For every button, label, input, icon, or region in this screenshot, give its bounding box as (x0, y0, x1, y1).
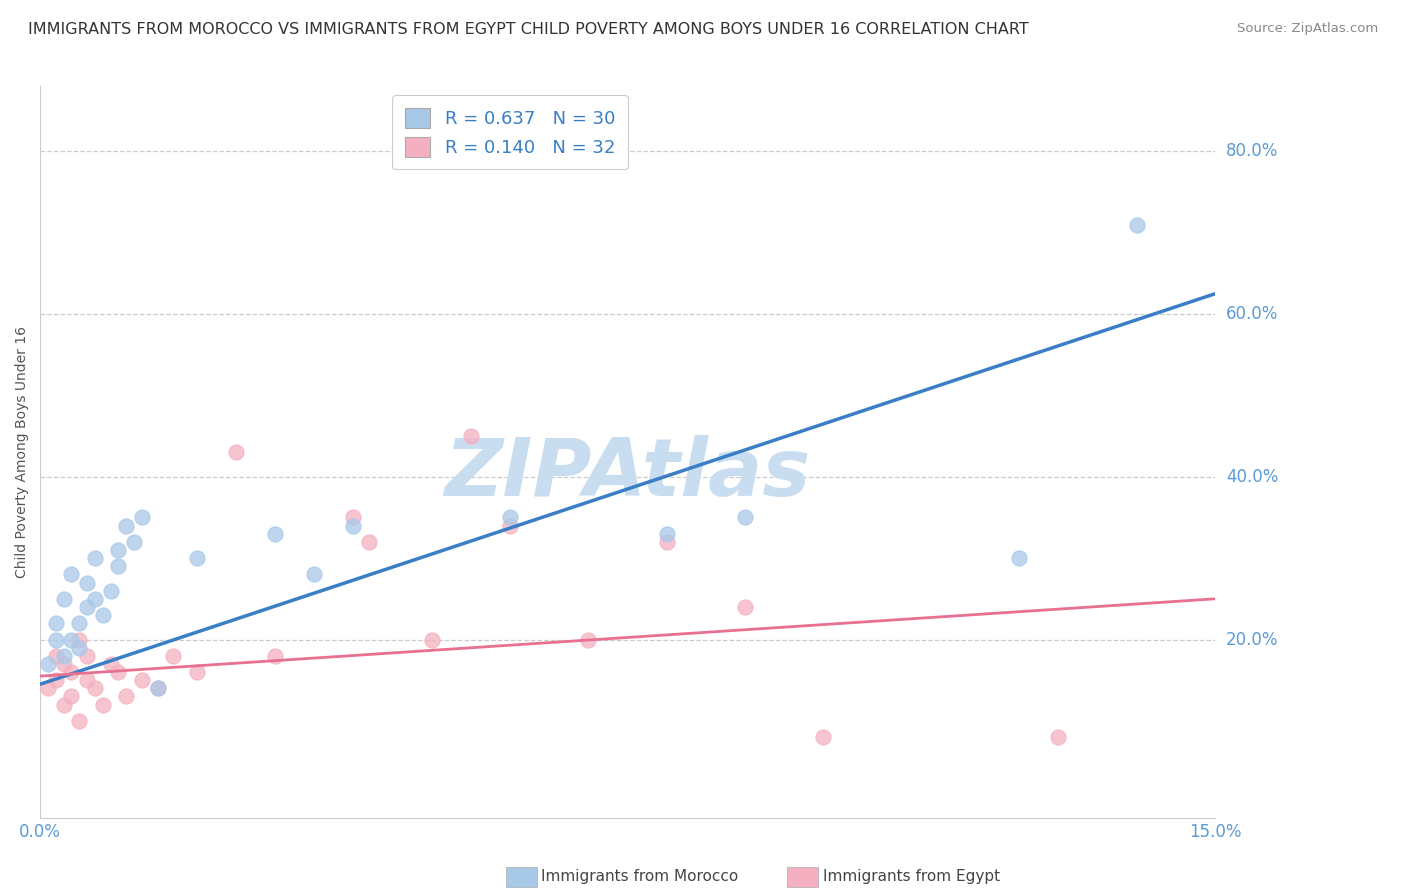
Point (67, 714, 90, 728)
Point (499, 510, 522, 524)
Text: ZIPAtlas: ZIPAtlas (444, 435, 811, 514)
Point (734, 510, 756, 524)
Legend: R = 0.637   N = 30, R = 0.140   N = 32: R = 0.637 N = 30, R = 0.140 N = 32 (392, 95, 627, 169)
Point (342, 510, 364, 524)
Point (460, 429, 482, 443)
Point (91, 608, 114, 623)
Point (60, 690, 83, 704)
Point (734, 599, 756, 614)
Point (84, 681, 107, 696)
Point (107, 665, 129, 679)
Text: Source: ZipAtlas.com: Source: ZipAtlas.com (1237, 22, 1378, 36)
Point (107, 559, 129, 574)
Point (60, 567, 83, 582)
Point (264, 648, 287, 663)
Text: IMMIGRANTS FROM MOROCCO VS IMMIGRANTS FROM EGYPT CHILD POVERTY AMONG BOYS UNDER : IMMIGRANTS FROM MOROCCO VS IMMIGRANTS FR… (28, 22, 1029, 37)
Point (37, 657, 59, 671)
Point (76, 673, 98, 688)
Point (45, 616, 67, 631)
Point (52, 657, 75, 671)
Point (499, 518, 522, 533)
Point (655, 534, 678, 549)
Text: 40.0%: 40.0% (1226, 467, 1278, 486)
Point (60, 665, 83, 679)
Point (225, 445, 247, 459)
Y-axis label: Child Poverty Among Boys Under 16: Child Poverty Among Boys Under 16 (15, 326, 30, 578)
Text: Immigrants from Morocco: Immigrants from Morocco (541, 870, 738, 884)
Point (84, 591, 107, 606)
Point (52, 698, 75, 712)
Point (52, 648, 75, 663)
Point (45, 632, 67, 647)
Point (100, 583, 122, 598)
Point (655, 526, 678, 541)
Point (420, 632, 443, 647)
Point (76, 648, 98, 663)
Point (186, 665, 208, 679)
Point (131, 673, 153, 688)
Point (146, 681, 169, 696)
Point (76, 575, 98, 590)
Point (357, 534, 380, 549)
Point (107, 543, 129, 558)
Point (162, 648, 184, 663)
Text: Immigrants from Egypt: Immigrants from Egypt (823, 870, 1000, 884)
Point (84, 551, 107, 566)
Point (67, 616, 90, 631)
Point (1008, 551, 1031, 566)
Point (115, 690, 138, 704)
Point (115, 518, 138, 533)
Point (67, 640, 90, 655)
Point (131, 510, 153, 524)
Point (76, 599, 98, 614)
Point (91, 698, 114, 712)
Point (576, 632, 599, 647)
Point (60, 632, 83, 647)
Point (1047, 730, 1070, 744)
Point (813, 730, 835, 744)
Point (45, 673, 67, 688)
Text: 80.0%: 80.0% (1226, 143, 1278, 161)
Point (186, 551, 208, 566)
Point (264, 526, 287, 541)
Point (1125, 218, 1147, 232)
Point (37, 681, 59, 696)
Point (146, 681, 169, 696)
Point (122, 534, 145, 549)
Point (342, 518, 364, 533)
Text: 60.0%: 60.0% (1226, 305, 1278, 323)
Point (67, 632, 90, 647)
Point (52, 591, 75, 606)
Point (302, 567, 325, 582)
Point (45, 648, 67, 663)
Text: 20.0%: 20.0% (1226, 631, 1278, 648)
Point (100, 657, 122, 671)
